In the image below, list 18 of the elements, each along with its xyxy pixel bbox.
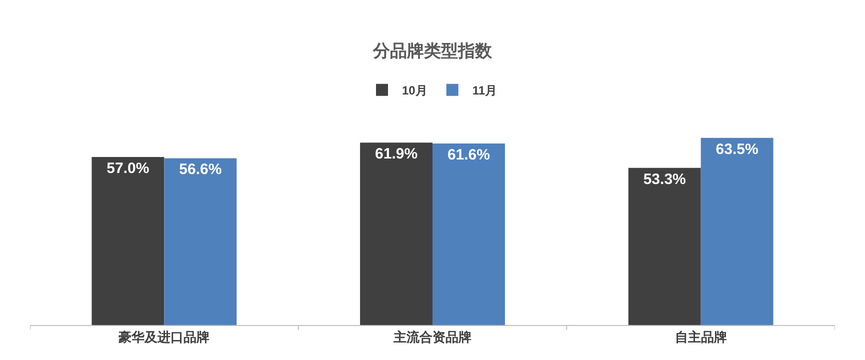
bar [92, 157, 164, 325]
x-tick-label: 自主品牌 [674, 330, 727, 345]
x-tick-label: 主流合资品牌 [392, 330, 472, 345]
data-label: 61.6% [447, 146, 490, 164]
chart-title: 分品牌类型指数 [372, 41, 493, 60]
data-label: 53.3% [643, 170, 686, 188]
x-tick-label: 豪华及进口品牌 [118, 330, 210, 345]
legend-label: 10月 [402, 84, 428, 98]
bar [360, 142, 432, 325]
legend-label: 11月 [472, 84, 498, 98]
data-label: 56.6% [179, 161, 222, 178]
bar [164, 158, 237, 325]
bar [628, 168, 701, 325]
bar [700, 138, 774, 325]
data-label: 63.5% [716, 140, 758, 158]
data-label: 61.9% [375, 146, 418, 163]
bar [432, 143, 505, 325]
data-label: 57.0% [106, 160, 150, 178]
